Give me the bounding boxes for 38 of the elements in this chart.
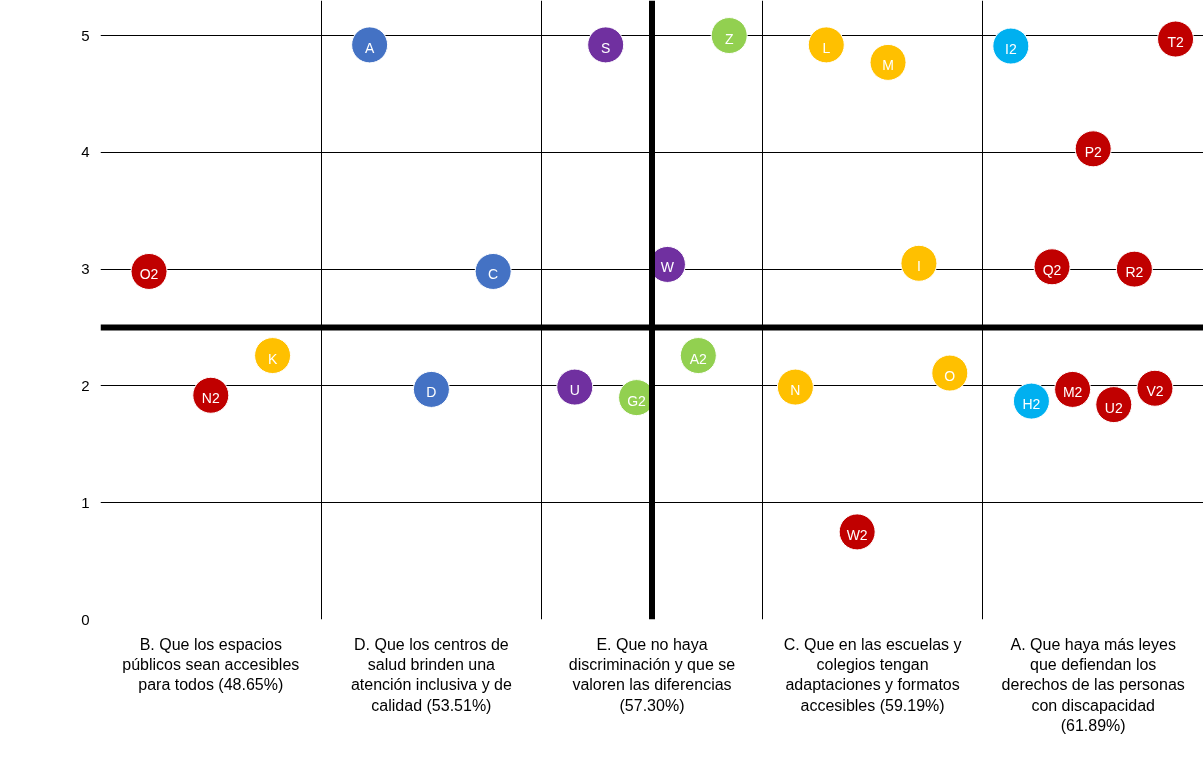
data-label: N2	[201, 390, 220, 407]
data-label: V2	[1146, 383, 1164, 400]
data-label: I	[916, 258, 921, 275]
y-tick-label: 4	[81, 143, 90, 161]
data-label: O	[944, 368, 956, 385]
data-label: O2	[139, 266, 159, 283]
data-label: U2	[1104, 399, 1123, 416]
x-tick-label: D. Que los centros de salud brinden una atención inclusiva y de calidad (53.51%)	[350, 635, 512, 714]
data-label: K	[267, 350, 278, 367]
y-tick-label: 2	[81, 376, 90, 394]
data-label: M	[882, 57, 894, 74]
data-label: C	[488, 266, 499, 283]
data-label: W2	[846, 526, 868, 543]
data-label: P2	[1084, 143, 1102, 160]
data-label: D	[426, 384, 437, 401]
data-label: L	[822, 39, 831, 56]
data-label: H2	[1022, 396, 1041, 413]
data-label: G2	[627, 392, 647, 409]
y-tick-label: 5	[81, 26, 90, 44]
data-label: U	[569, 382, 580, 399]
x-tick-label: C. Que en las escuelas y colegios tengan adaptaciones y formatos accesibles (59.19%)	[783, 635, 962, 714]
y-tick-label: 1	[81, 493, 90, 511]
data-label: A2	[689, 350, 708, 367]
data-label: S	[601, 39, 611, 56]
x-tick-label: B. Que los espacios públicos sean accesibles para todos (48.65%)	[122, 635, 300, 694]
data-label: N	[790, 382, 801, 399]
data-label: Q2	[1042, 261, 1062, 278]
x-tick-label: A. Que haya más leyes que defiendan los derechos de las personas con discapacidad (61.89%)	[1001, 635, 1185, 735]
data-label: I2	[1005, 41, 1017, 58]
data-label: A	[364, 39, 375, 56]
data-label: R2	[1125, 264, 1144, 281]
y-tick-label: 0	[81, 610, 90, 628]
data-label: Z	[724, 30, 734, 47]
data-label: W	[660, 259, 675, 276]
data-label: M2	[1062, 384, 1083, 401]
x-tick-label: E. Que no haya discriminación y que se valoren las diferencias (57.30%)	[568, 635, 736, 714]
y-tick-label: 3	[81, 260, 90, 278]
data-label: T2	[1167, 34, 1184, 51]
